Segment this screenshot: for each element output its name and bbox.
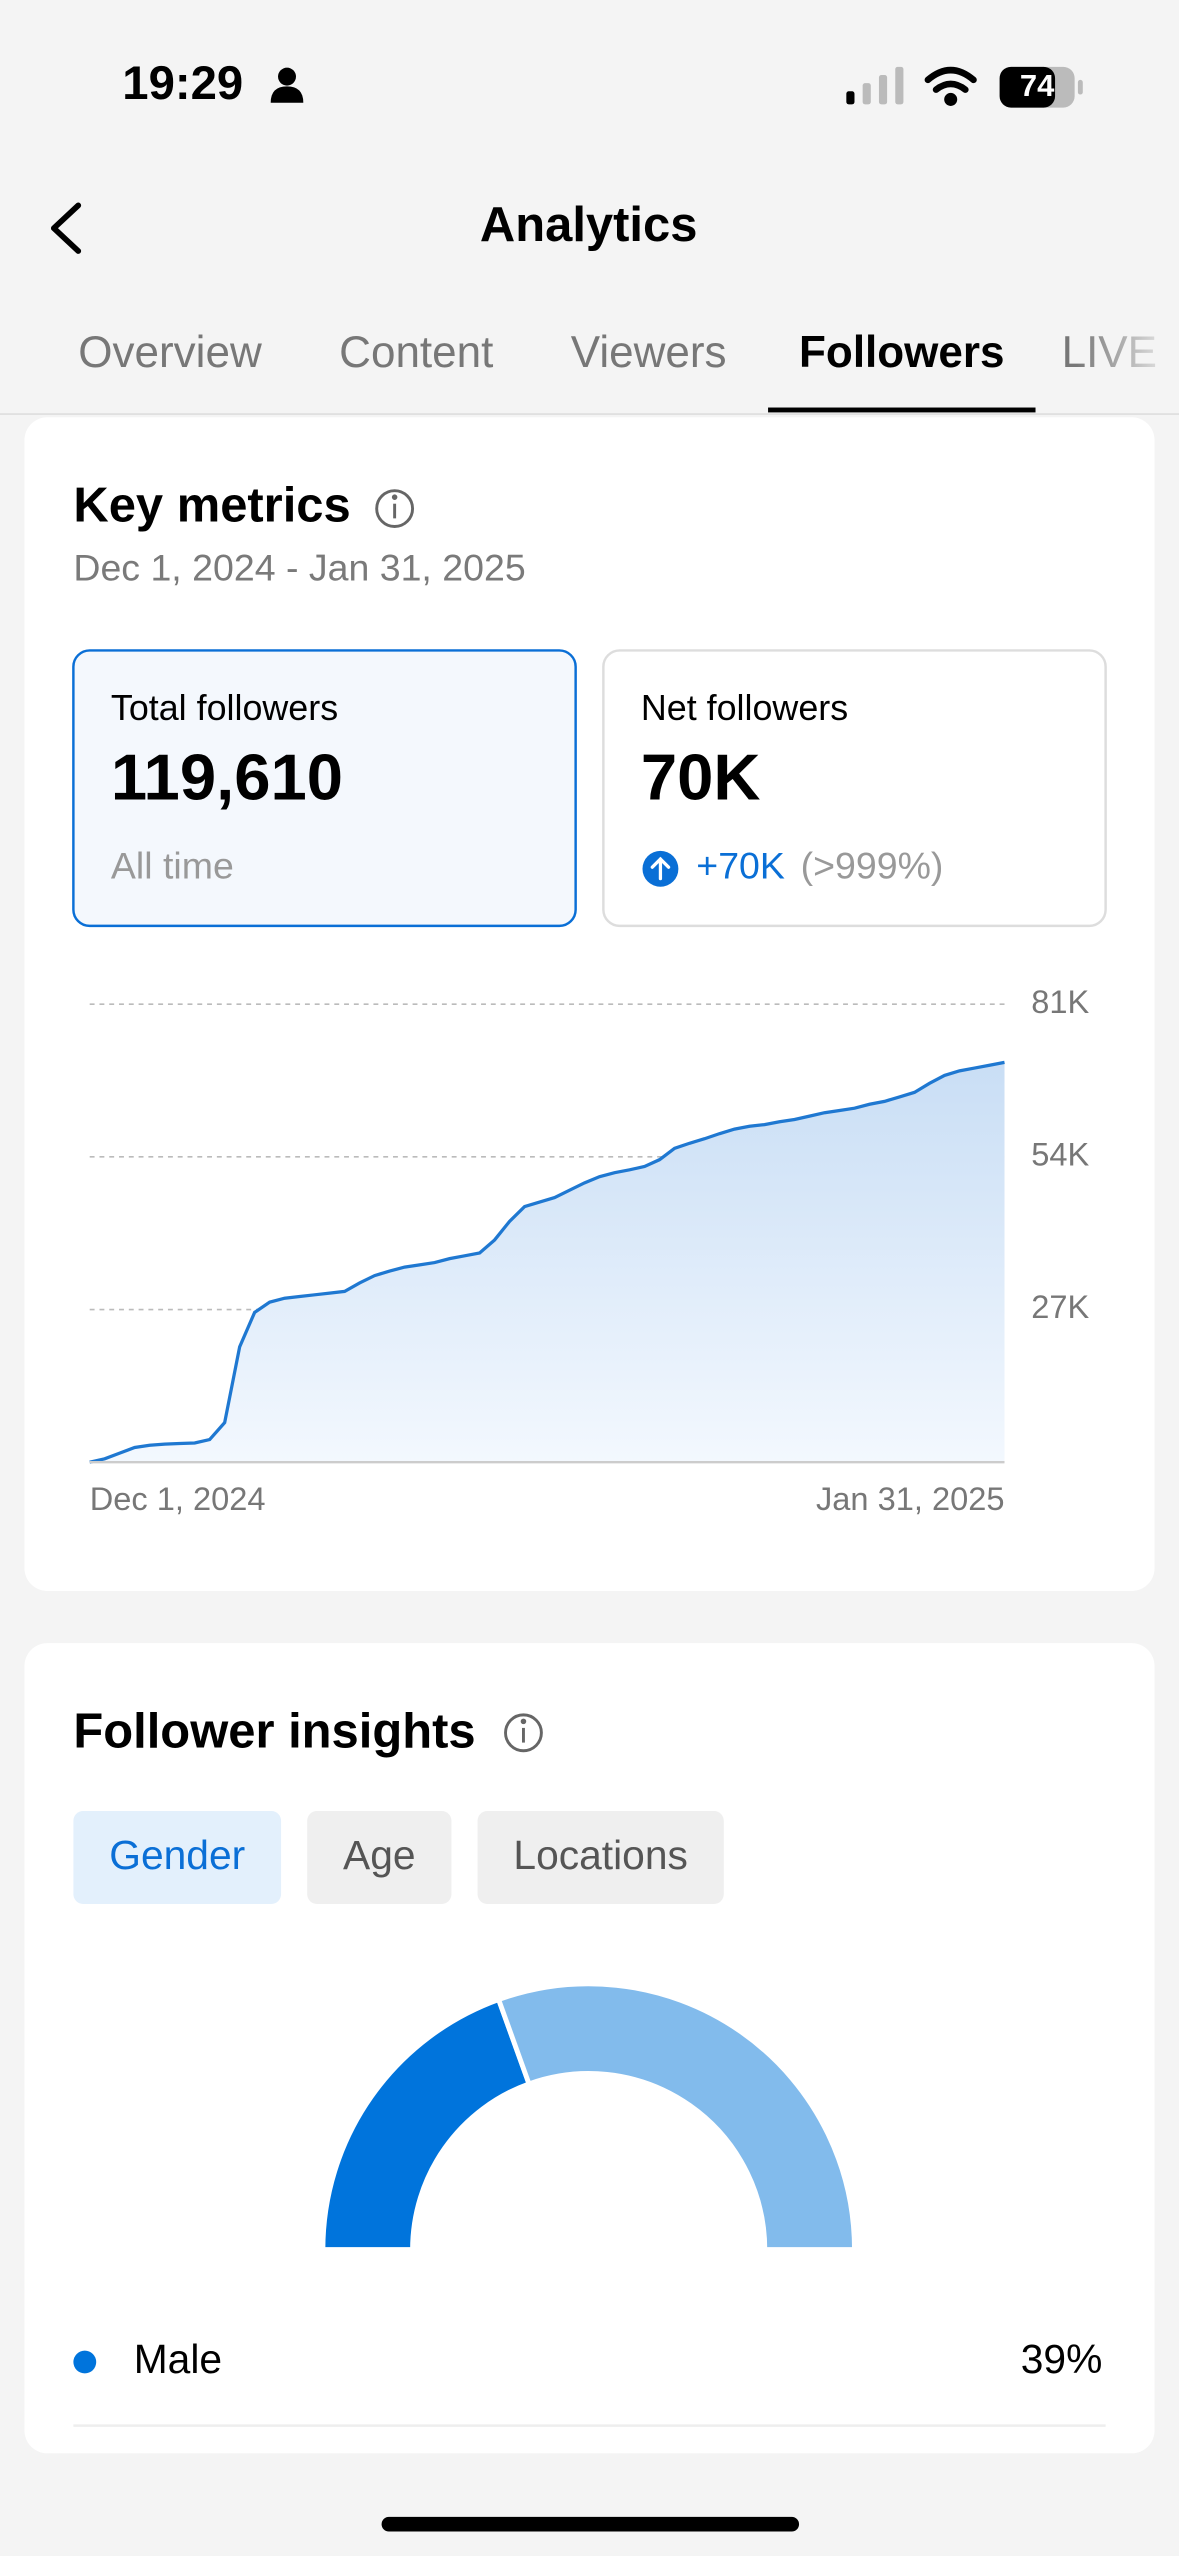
gender-chart: Male 39% [73,1981,1103,2382]
legend-label: Male [134,2336,222,2382]
metric-card[interactable] [602,649,1107,928]
back-button[interactable] [50,202,82,254]
insight-tab[interactable] [477,1811,724,1904]
signal-icon [846,66,904,105]
up-icon [642,850,679,887]
page-title: Analytics [480,198,697,252]
insight-tab[interactable] [73,1811,282,1904]
y-tick-label: 27K [1031,1288,1089,1325]
wifi-icon [924,66,977,106]
tab[interactable]: Overview [78,328,262,377]
insight-tab[interactable] [307,1811,452,1904]
y-tick-label: 54K [1031,1135,1089,1172]
metric-value: 70K [641,741,761,814]
home-indicator [381,2516,800,2532]
area [89,1062,1005,1463]
battery-level: 74 [1020,68,1055,103]
insight-tab-label: Locations [513,1832,687,1878]
insight-tab-label: Age [343,1832,416,1878]
battery-icon: 74 [999,66,1083,108]
metric-change-percent: (>999%) [801,845,944,887]
section-title: Key metrics [73,479,350,533]
insight-tab-label: Gender [109,1832,245,1878]
tab-bar: OverviewContentViewersFollowersLIVE [78,328,1157,413]
legend-value: 39% [1021,2336,1103,2382]
tab[interactable]: Viewers [571,328,727,377]
date-range: Dec 1, 2024 - Jan 31, 2025 [73,546,525,588]
tab[interactable]: Content [339,328,493,377]
x-tick-label: Jan 31, 2025 [816,1480,1005,1517]
section-title: Follower insights [73,1704,475,1758]
legend-dot [73,2350,97,2374]
status-time: 19:29 [122,57,243,110]
y-tick-label: 81K [1031,983,1089,1020]
person-icon [270,67,304,103]
tab-fade [1076,293,1179,411]
metric-change: +70K [696,845,785,887]
line [89,1060,1005,1464]
tab-underline [768,407,1036,413]
line-chart: 27K 54K 81K Dec 1, 2024 Jan 31, 2025 [89,983,1090,1517]
tab[interactable]: Followers [799,328,1004,377]
metric-value: 119,610 [111,741,343,814]
metric-card[interactable] [72,649,577,928]
info-icon[interactable] [504,1713,543,1753]
info-icon[interactable] [375,489,415,528]
insight-tabs: Gender Age Locations [73,1811,724,1904]
metric-label: Total followers [111,688,338,728]
donut-segment [495,1981,857,2252]
x-tick-label: Dec 1, 2024 [90,1480,266,1517]
metric-label: Net followers [641,688,848,728]
metric-note: All time [111,845,234,887]
